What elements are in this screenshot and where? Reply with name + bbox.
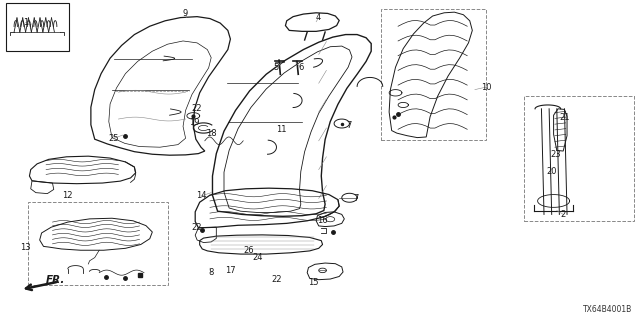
Text: 11: 11 (276, 125, 287, 134)
Text: 17: 17 (225, 266, 236, 275)
Text: 23: 23 (550, 150, 561, 159)
Text: 24: 24 (252, 253, 262, 262)
Text: 4: 4 (316, 13, 321, 22)
Text: 14: 14 (196, 191, 207, 200)
Text: 15: 15 (308, 278, 319, 287)
Text: 21: 21 (559, 113, 570, 122)
Text: 5: 5 (274, 63, 279, 72)
Text: 26: 26 (243, 246, 253, 255)
Text: 2: 2 (561, 210, 566, 219)
Text: TX64B4001B: TX64B4001B (583, 305, 632, 314)
Text: 22: 22 (191, 223, 202, 232)
Text: 7: 7 (346, 121, 351, 130)
Text: FR.: FR. (46, 276, 65, 285)
Text: 16: 16 (317, 216, 328, 225)
Text: 25: 25 (109, 134, 119, 143)
Text: 8: 8 (209, 268, 214, 277)
Text: 7: 7 (353, 194, 358, 203)
Text: 20: 20 (547, 167, 557, 176)
Text: 22: 22 (191, 104, 202, 113)
Text: 19: 19 (189, 118, 199, 127)
Text: 9: 9 (183, 9, 188, 18)
Text: 18: 18 (206, 129, 216, 138)
Text: 22: 22 (271, 275, 282, 284)
Text: 12: 12 (62, 191, 72, 200)
Text: 13: 13 (20, 243, 31, 252)
Text: 1: 1 (23, 18, 28, 27)
Text: 10: 10 (481, 83, 492, 92)
Text: 6: 6 (298, 63, 303, 72)
